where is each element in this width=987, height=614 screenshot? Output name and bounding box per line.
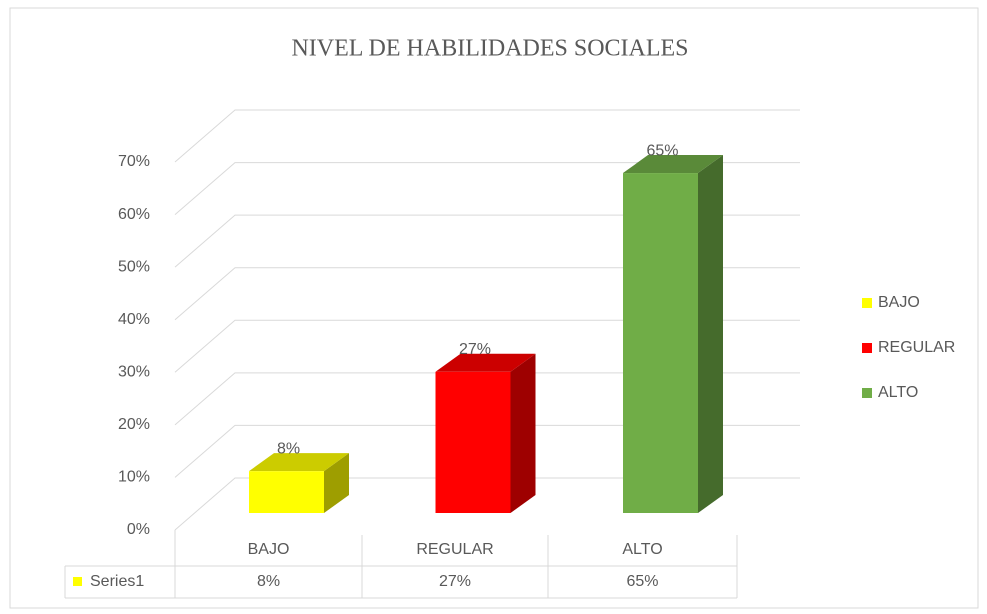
table-value: 27% — [439, 573, 471, 590]
x-tick-label: REGULAR — [416, 541, 493, 558]
bar-top — [623, 155, 723, 174]
grid-line — [174, 319, 800, 373]
y-tick-label: 70% — [118, 153, 150, 170]
chart-title: NIVEL DE HABILIDADES SOCIALES — [291, 36, 688, 62]
table-value: 8% — [257, 573, 280, 590]
grid-line — [174, 477, 800, 531]
table-value: 65% — [626, 573, 658, 590]
grid-line — [174, 214, 800, 268]
legend-key — [862, 298, 872, 308]
data-label: 8% — [277, 440, 300, 457]
bar — [623, 173, 698, 514]
bar — [435, 371, 511, 513]
legend-label: BAJO — [878, 294, 920, 311]
y-tick-label: 60% — [118, 206, 150, 223]
bar-side — [324, 453, 349, 513]
table-series-name: Series1 — [90, 573, 144, 590]
grid-line — [174, 424, 800, 478]
bar-side — [510, 353, 536, 513]
y-tick-label: 40% — [118, 311, 150, 328]
y-tick-label: 30% — [118, 364, 150, 381]
grid-line — [174, 109, 800, 163]
grid-line — [174, 162, 800, 215]
y-tick-label: 10% — [118, 469, 150, 486]
legend-key — [862, 343, 872, 353]
grid-line — [174, 372, 800, 426]
y-tick-label: 20% — [118, 416, 150, 433]
chart-frame — [9, 7, 979, 609]
bar-side — [698, 155, 723, 514]
x-tick-label: ALTO — [622, 541, 662, 558]
data-label: 27% — [459, 341, 491, 358]
data-label: 65% — [646, 142, 678, 159]
legend-key — [862, 388, 872, 398]
grid-line — [174, 267, 800, 321]
bar-top — [435, 353, 536, 372]
legend-label: ALTO — [878, 384, 918, 401]
legend-label: REGULAR — [878, 339, 955, 356]
bar — [249, 471, 324, 513]
table-legend-key — [73, 577, 82, 586]
y-tick-label: 50% — [118, 258, 150, 275]
bar-top — [249, 453, 349, 472]
x-tick-label: BAJO — [248, 541, 290, 558]
y-tick-label: 0% — [127, 521, 150, 538]
